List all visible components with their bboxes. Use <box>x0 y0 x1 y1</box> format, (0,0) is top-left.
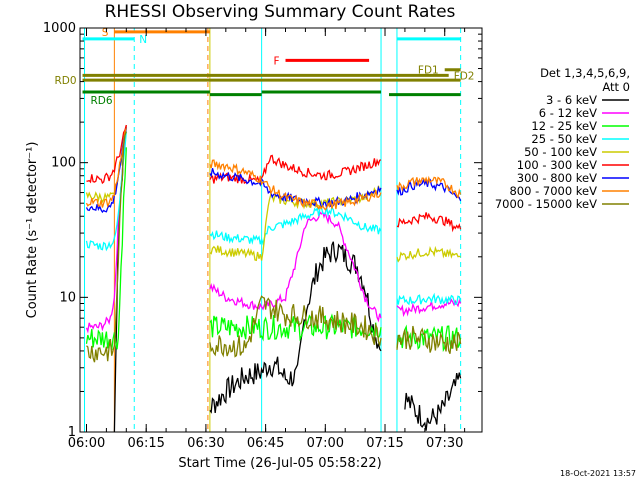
x-tick-label-1: 06:00 <box>68 436 105 451</box>
chart-title: RHESSI Observing Summary Count Rates <box>105 2 456 22</box>
series-line-3-seg-1 <box>85 147 127 351</box>
legend-label-2: 6 - 12 keV <box>539 106 597 120</box>
y-tick-label-1: 1 <box>68 425 76 440</box>
legend-label-6: 100 - 300 keV <box>517 158 597 172</box>
y-tick-label-4: 1000 <box>43 21 76 36</box>
series-line-2-seg-2 <box>209 210 382 323</box>
y-tick-label-2: 10 <box>59 290 76 305</box>
state-label-f: F <box>273 55 279 67</box>
footer-date: 18-Oct-2021 13:57 <box>560 469 636 478</box>
y-tick-label-3: 100 <box>51 156 76 171</box>
series-line-8-seg-3 <box>396 175 462 199</box>
series-line-2-seg-3 <box>396 298 462 318</box>
series-line-8-seg-1 <box>85 128 127 208</box>
x-tick-label-6: 07:15 <box>366 436 403 451</box>
series-line-7-seg-2 <box>209 168 382 210</box>
series-line-8-seg-2 <box>209 159 382 211</box>
legend-label-8: 800 - 7000 keV <box>509 184 597 198</box>
state-label-s: S <box>102 27 109 39</box>
series-line-6-seg-2 <box>209 154 382 185</box>
series-line-6-seg-1 <box>86 124 127 185</box>
series-line-5-seg-2 <box>209 185 382 262</box>
legend-label-4: 25 - 50 keV <box>531 132 597 146</box>
x-tick-label-2: 06:15 <box>127 436 164 451</box>
series-line-9-seg-2 <box>209 295 382 358</box>
legend-label-9: 7000 - 15000 keV <box>495 197 597 211</box>
series-line-5-seg-3 <box>396 245 461 263</box>
series-line-4-seg-2 <box>209 204 382 247</box>
state-label-rd6: RD6 <box>91 95 113 107</box>
series-line-4-seg-3 <box>396 292 462 306</box>
x-tick-label-4: 06:45 <box>247 436 284 451</box>
legend-label-7: 300 - 800 keV <box>517 171 597 185</box>
x-tick-label-5: 07:00 <box>307 436 344 451</box>
plot-frame <box>79 27 483 433</box>
x-tick-label-3: 06:30 <box>187 436 224 451</box>
series-line-6-seg-3 <box>396 212 462 233</box>
legend-label-3: 12 - 25 keV <box>531 119 597 133</box>
state-label-rd0: RD0 <box>54 75 76 87</box>
legend-header-line2: Att 0 <box>602 80 630 94</box>
series-line-1-seg-2 <box>209 241 382 414</box>
y-axis: 1 10 100 1000 <box>43 21 482 440</box>
series-line-9-seg-1 <box>86 131 127 363</box>
x-tick-label-7: 07:30 <box>426 436 463 451</box>
state-label-n: N <box>139 34 147 46</box>
x-axis-label: Start Time (26-Jul-05 05:58:22) <box>178 456 381 471</box>
series-line-9-seg-3 <box>396 325 462 354</box>
state-label-fd1: FD1 <box>418 65 439 77</box>
series-line-7-seg-3 <box>396 177 462 202</box>
legend-label-5: 50 - 100 keV <box>524 145 597 159</box>
series-line-4-seg-1 <box>85 131 127 252</box>
legend-header-line1: Det 1,3,4,5,6,9, <box>540 66 630 80</box>
x-axis: 06:00 06:15 06:30 06:45 07:00 07:15 07:30 <box>68 28 466 451</box>
series-line-1-seg-3 <box>404 372 462 431</box>
legend-label-1: 3 - 6 keV <box>546 93 597 107</box>
y-axis-label: Count Rate (s⁻¹ detector⁻¹) <box>25 142 40 319</box>
